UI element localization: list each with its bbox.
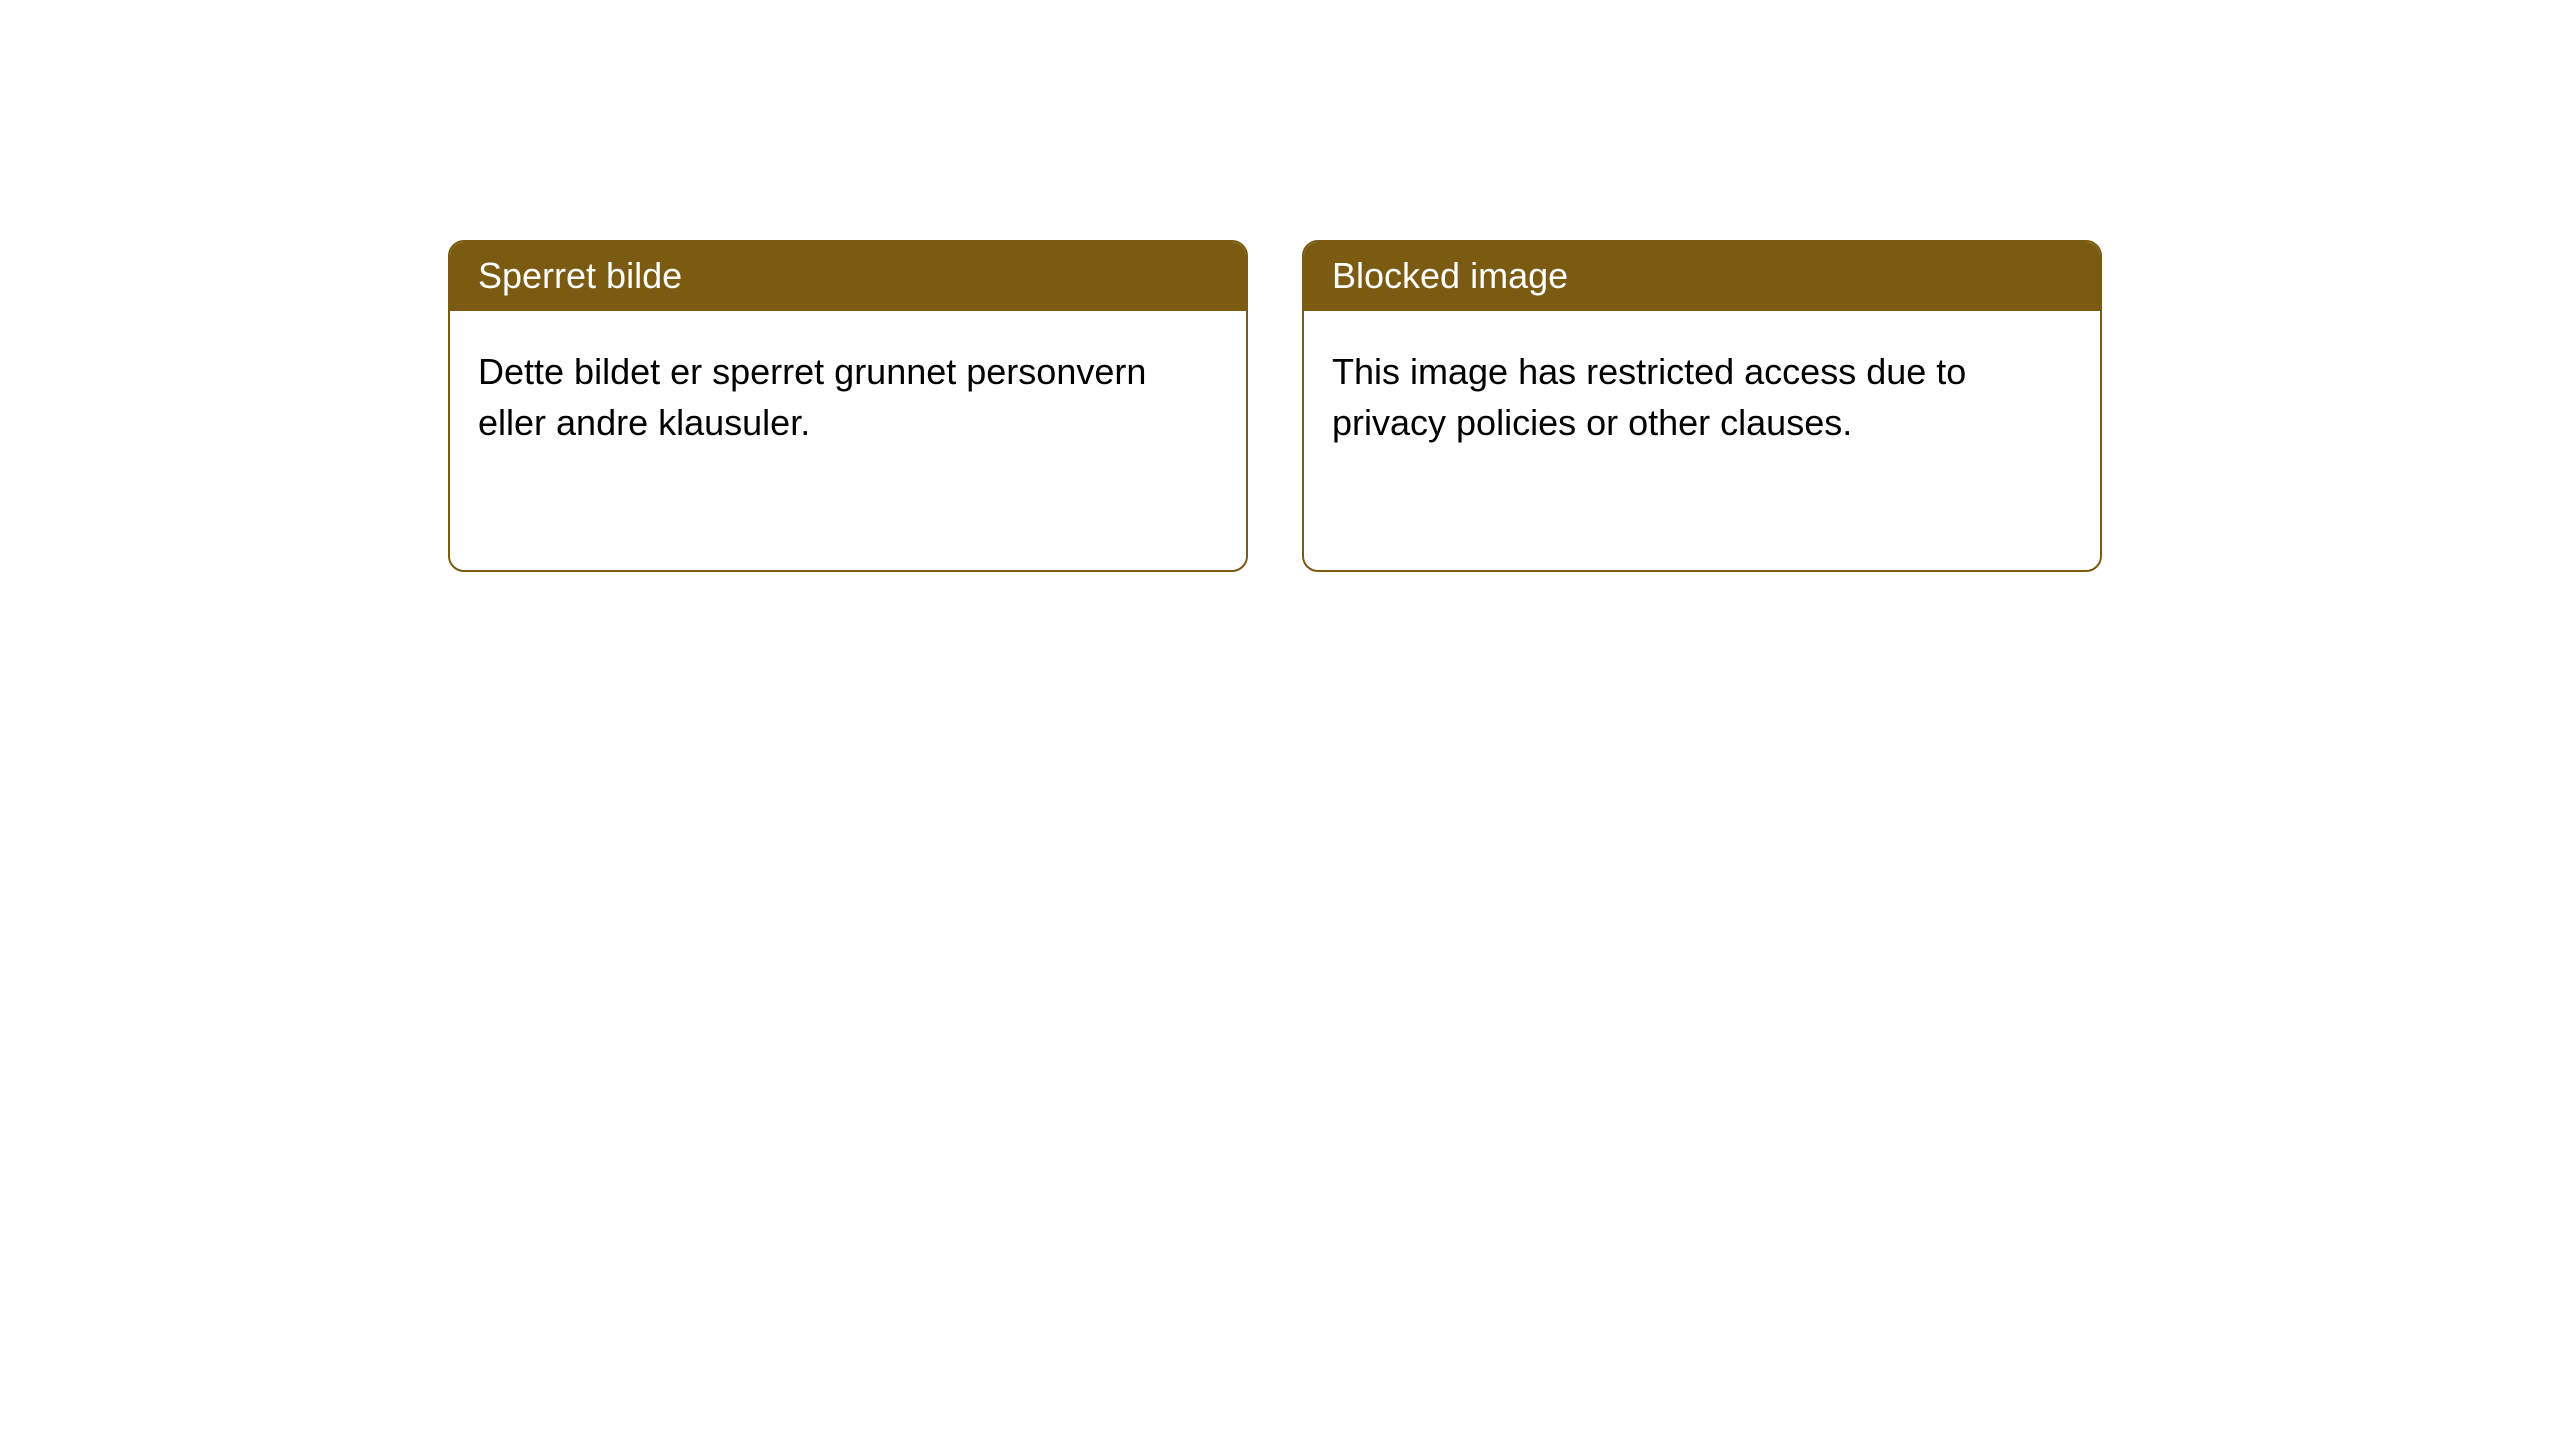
notice-body-english: This image has restricted access due to … — [1304, 311, 2100, 484]
notice-container: Sperret bilde Dette bildet er sperret gr… — [448, 240, 2560, 572]
notice-header-norwegian: Sperret bilde — [450, 242, 1246, 311]
notice-header-english: Blocked image — [1304, 242, 2100, 311]
notice-card-norwegian: Sperret bilde Dette bildet er sperret gr… — [448, 240, 1248, 572]
notice-card-english: Blocked image This image has restricted … — [1302, 240, 2102, 572]
notice-body-norwegian: Dette bildet er sperret grunnet personve… — [450, 311, 1246, 484]
